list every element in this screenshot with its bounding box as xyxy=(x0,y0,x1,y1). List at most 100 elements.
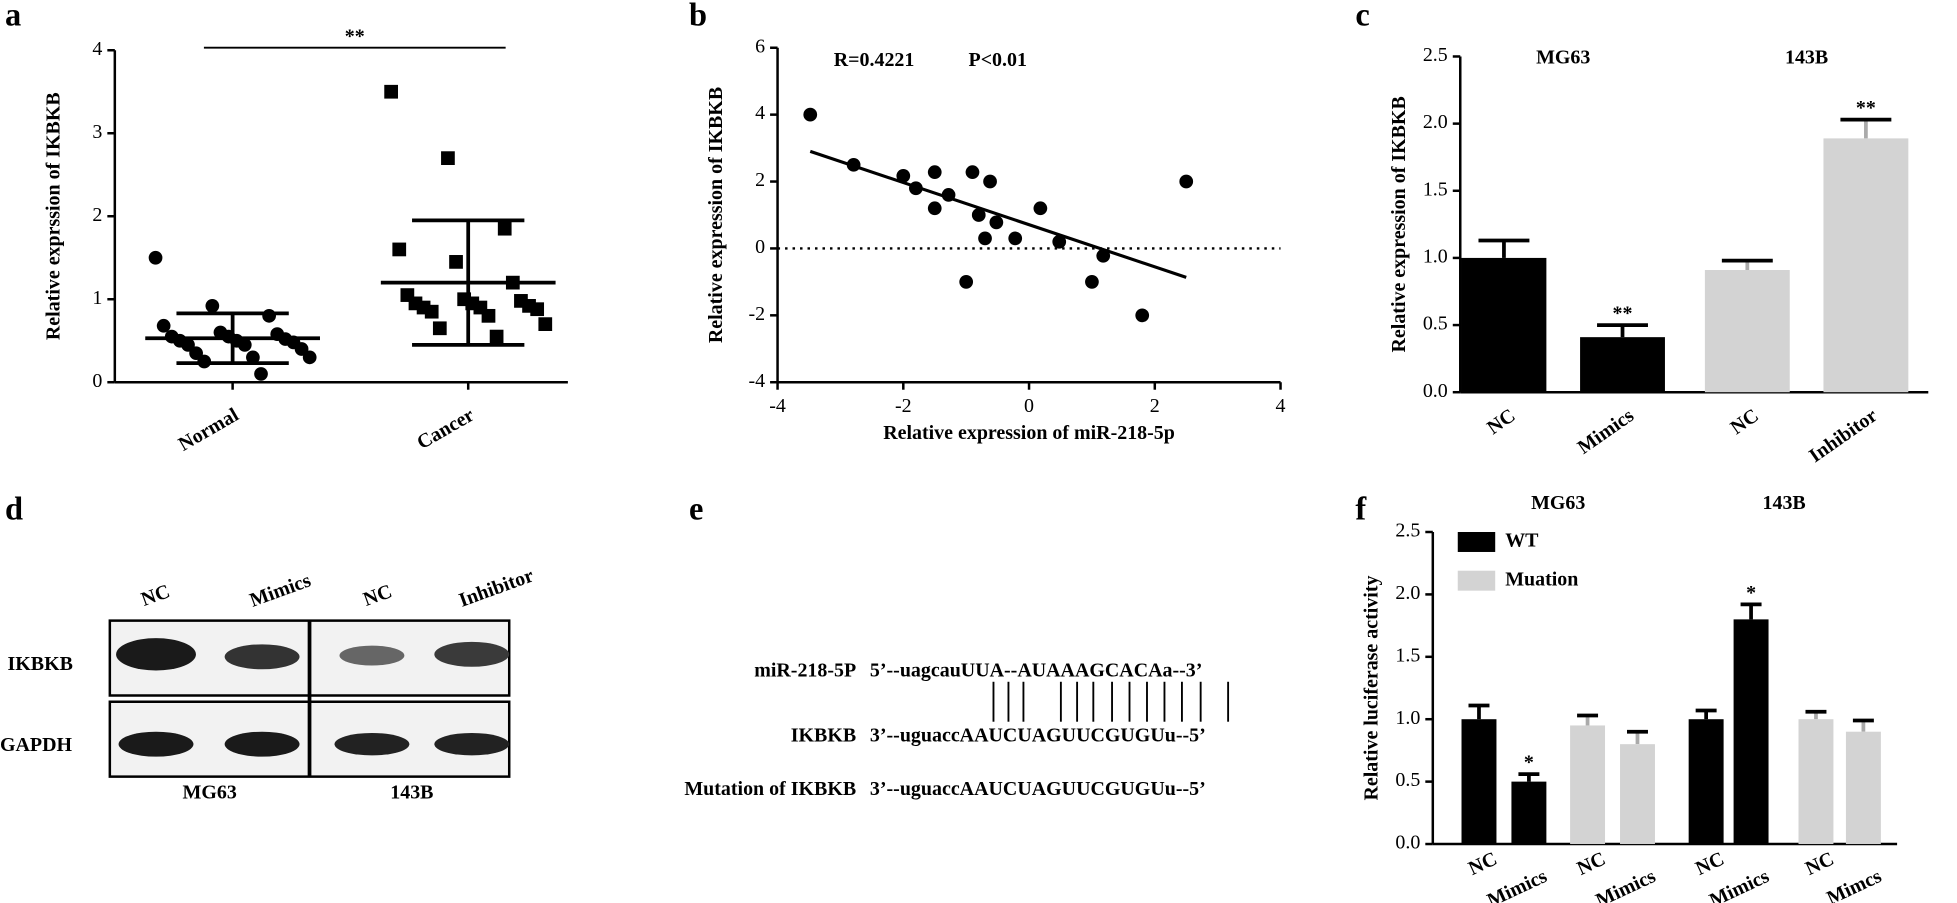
y-tick-label: 3 xyxy=(92,121,102,143)
point xyxy=(449,255,463,269)
x-tick-label: NC xyxy=(1692,848,1727,880)
panel-label: c xyxy=(1355,0,1369,33)
y-tick-label: 4 xyxy=(92,38,102,60)
group-label: MG63 xyxy=(1536,47,1590,69)
bar xyxy=(1511,781,1547,845)
panel-label: d xyxy=(5,491,23,527)
point xyxy=(156,318,171,333)
bar xyxy=(1733,619,1769,845)
point xyxy=(384,84,399,99)
base-pairs xyxy=(992,681,1230,722)
point xyxy=(971,208,986,222)
y-tick-label: 1 xyxy=(92,287,102,309)
y-tick-label: 0.0 xyxy=(1395,832,1420,854)
significance-label: ** xyxy=(1613,303,1633,325)
significance-label: * xyxy=(1746,582,1756,604)
point xyxy=(254,367,268,381)
point xyxy=(237,338,252,352)
y-tick-label: 2 xyxy=(92,204,102,226)
significance-label: * xyxy=(1524,752,1534,774)
sequence: 5’--uagcauUUA--AUAAAGCACAa--3’ xyxy=(870,659,1203,681)
x-tick-label: Normal xyxy=(175,404,243,456)
point xyxy=(941,188,956,202)
x-tick-label: NC xyxy=(1483,405,1519,440)
band xyxy=(116,638,196,671)
y-tick-label: 2.0 xyxy=(1423,111,1448,133)
y-tick-label: 1.5 xyxy=(1423,178,1448,200)
group-label: 143B xyxy=(1763,492,1806,514)
point xyxy=(432,321,447,336)
y-tick-label: 0 xyxy=(755,236,765,258)
x-tick-label: Inhibitor xyxy=(1805,404,1881,467)
bar xyxy=(1823,138,1909,393)
x-tick-label: Mimics xyxy=(1574,404,1639,458)
group-label: MG63 xyxy=(1531,492,1585,514)
y-tick-label: 0.5 xyxy=(1395,769,1420,791)
bar xyxy=(1461,719,1497,845)
x-tick-label: Cancer xyxy=(413,404,478,454)
y-tick-label: 1.0 xyxy=(1395,707,1420,729)
point xyxy=(302,350,317,365)
panel-label: a xyxy=(5,0,21,33)
point xyxy=(896,168,911,183)
lane-label: Inhibitor xyxy=(456,564,537,611)
legend-label: Muation xyxy=(1505,568,1578,590)
bar xyxy=(1620,744,1655,845)
point xyxy=(530,302,545,317)
sequence-label: Mutation of IKBKB xyxy=(684,778,856,800)
x-tick-label: 4 xyxy=(1276,395,1286,417)
x-tick-label: -4 xyxy=(769,395,786,417)
point xyxy=(959,275,974,289)
y-tick-label: 2 xyxy=(755,169,765,191)
y-tick-label: -2 xyxy=(748,303,765,325)
significance-label: ** xyxy=(345,25,365,47)
lane-label: NC xyxy=(138,580,173,611)
bar xyxy=(1570,725,1606,845)
y-tick-label: 1.5 xyxy=(1395,644,1420,666)
point xyxy=(1135,308,1150,323)
point xyxy=(424,304,439,319)
legend-swatch xyxy=(1457,532,1496,552)
band xyxy=(224,731,300,757)
y-axis-label: Relative luciferase activity xyxy=(1360,576,1382,801)
y-tick-label: 1.0 xyxy=(1423,245,1448,267)
annotation: P<0.01 xyxy=(969,49,1027,71)
y-tick-label: 6 xyxy=(755,35,765,57)
panel-label: e xyxy=(689,491,703,527)
band xyxy=(434,641,510,667)
x-tick-label: 0 xyxy=(1024,395,1034,417)
band xyxy=(434,732,510,756)
y-tick-label: 2.5 xyxy=(1395,520,1420,542)
y-tick-label: 4 xyxy=(755,102,765,124)
sequence-label: miR-218-5P xyxy=(754,659,856,681)
point xyxy=(927,201,942,216)
point xyxy=(246,350,260,365)
panel-label: f xyxy=(1355,491,1367,527)
point xyxy=(978,231,992,246)
group-label: 143B xyxy=(1785,47,1828,69)
point xyxy=(497,221,512,236)
cell-line-label: MG63 xyxy=(183,782,237,804)
bar xyxy=(1845,731,1881,845)
y-tick-label: 2.0 xyxy=(1395,582,1420,604)
cell-line-label: 143B xyxy=(390,782,433,804)
point xyxy=(538,317,553,331)
bar xyxy=(1798,719,1834,845)
point xyxy=(1052,234,1067,249)
band xyxy=(339,645,405,666)
y-axis-label: Relative expression of IKBKB xyxy=(705,87,727,343)
x-tick-label: NC xyxy=(1465,848,1500,880)
lane-label: NC xyxy=(360,580,395,611)
fit-line xyxy=(809,149,1187,279)
x-axis-label: Relative expression of miR-218-5p xyxy=(883,422,1175,444)
point xyxy=(965,165,980,180)
point xyxy=(803,107,818,122)
point xyxy=(148,250,163,265)
bar xyxy=(1704,270,1790,393)
point xyxy=(1179,174,1194,189)
y-tick-label: 0 xyxy=(92,370,102,392)
point xyxy=(489,329,504,344)
sequence: 3’--uguaccAAUCUAGUUCGUGUu--5’ xyxy=(870,724,1206,746)
x-tick-label: NC xyxy=(1802,848,1837,880)
